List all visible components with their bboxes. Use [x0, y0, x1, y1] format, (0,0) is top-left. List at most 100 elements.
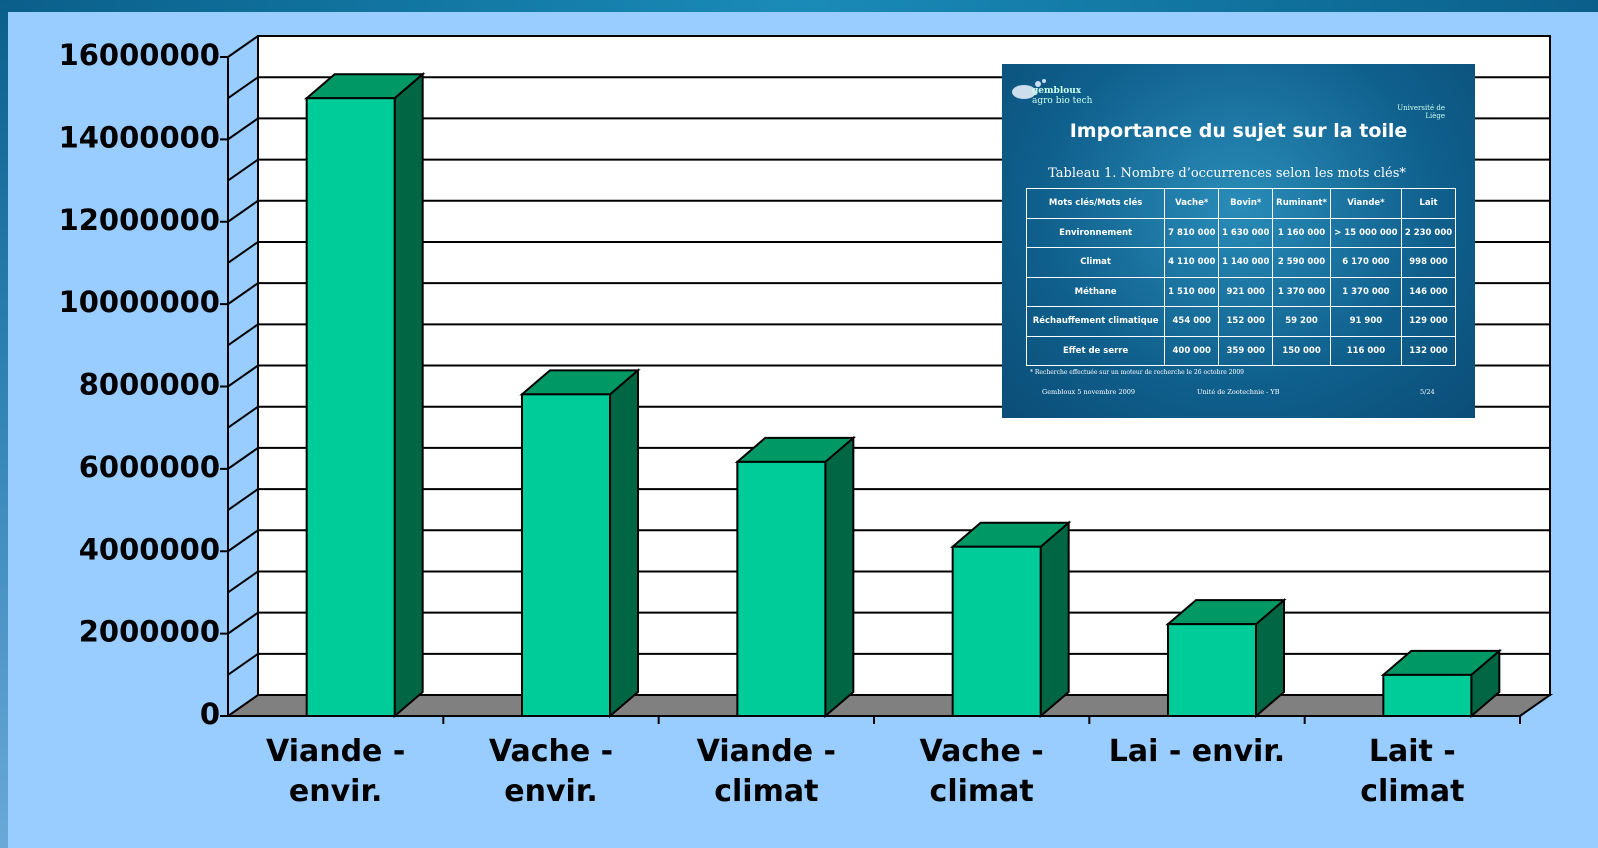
x-tick-label: Lai - envir.	[1108, 734, 1286, 769]
table-cell: 116 000	[1329, 335, 1402, 366]
table-cell: 6 170 000	[1329, 247, 1402, 278]
table-cell: Effet de serre	[1025, 335, 1166, 366]
table-cell: 59 200	[1272, 306, 1331, 337]
table-row: Méthane 1 510 000 921 000 1 370 000 1 370 00…	[1025, 276, 1457, 307]
inset-slide: gembloux agro bio tech Université de Lièg…	[1002, 64, 1475, 418]
bar	[736, 460, 827, 718]
grid-line	[227, 117, 259, 141]
table-cell: > 15 000 000	[1329, 217, 1402, 248]
table-row: Environnement 7 810 000 1 630 000 1 160 000…	[1025, 217, 1457, 248]
table-cell: 129 000	[1400, 306, 1457, 337]
table-row: Climat 4 110 000 1 140 000 2 590 000 6 170 0…	[1025, 247, 1457, 278]
bar	[521, 393, 611, 717]
table-cell: 1 140 000	[1218, 247, 1274, 278]
table-header: Vache*	[1164, 188, 1220, 219]
grid-line	[227, 282, 259, 305]
logo-text: gembloux	[1032, 86, 1082, 96]
table-cell: Réchauffement climatique	[1025, 306, 1166, 337]
grid-line	[227, 323, 259, 347]
table-cell: 1 160 000	[1272, 217, 1331, 248]
x-tick-label: Vache - envir.	[488, 734, 614, 809]
grid-line	[227, 447, 259, 470]
table-cell: 91 900	[1329, 306, 1402, 337]
university: Université de Liège	[1397, 104, 1445, 120]
table-cell: Méthane	[1025, 276, 1166, 307]
table-cell: 1 630 000	[1218, 217, 1274, 248]
grid-line	[227, 611, 259, 635]
grid-line	[227, 199, 259, 223]
table-header: Ruminant*	[1272, 188, 1331, 219]
background-edge	[0, 0, 8, 848]
table-cell: 1 370 000	[1272, 276, 1331, 307]
table-cell: 1 370 000	[1329, 276, 1402, 307]
background-band	[0, 0, 1598, 12]
table-row: Réchauffement climatique 454 000 152 000 59…	[1025, 306, 1457, 337]
table-cell: 146 000	[1400, 276, 1457, 307]
grid-line	[227, 488, 259, 511]
table-cell: 152 000	[1218, 306, 1274, 337]
table-cell: 4 110 000	[1164, 247, 1220, 278]
table-cell: 2 230 000	[1400, 217, 1457, 248]
grid-line	[227, 241, 259, 264]
bar	[305, 97, 396, 717]
grid-line	[227, 35, 259, 58]
x-tick-label: Viande - envir.	[266, 734, 406, 809]
logo-icon	[1012, 79, 1046, 99]
table-cell: Environnement	[1025, 217, 1166, 248]
bar-side	[393, 72, 424, 719]
table-cell: 921 000	[1218, 276, 1274, 307]
y-tick-label: 0	[200, 697, 220, 731]
x-tick-label: Vache - climat	[919, 734, 1044, 809]
y-tick-label: 2000000	[79, 615, 220, 649]
table-cell: 2 590 000	[1272, 247, 1331, 278]
table-header: Bovin*	[1218, 188, 1274, 219]
inset-title: Importance du sujet sur la toile	[1069, 120, 1408, 142]
table-cell: 150 000	[1272, 335, 1331, 366]
inset-caption: Tableau 1. Nombre d’occurrences selon le…	[1048, 166, 1406, 181]
footer: Unité de Zootechnie - YB	[1197, 388, 1280, 396]
grid-line	[227, 76, 259, 100]
y-tick-label: 4000000	[79, 532, 220, 566]
grid-line	[227, 570, 259, 594]
table-cell: 400 000	[1164, 335, 1220, 366]
table-cell: 1 510 000	[1164, 276, 1220, 307]
bar-side	[609, 368, 639, 719]
x-tick-label: Lait - climat	[1360, 734, 1465, 809]
table-header: Viande*	[1329, 188, 1402, 219]
y-tick-label: 12000000	[59, 203, 220, 237]
table-cell: 998 000	[1400, 247, 1457, 278]
table-cell: 7 810 000	[1164, 217, 1220, 248]
table-cell: 359 000	[1218, 335, 1274, 366]
grid-line	[227, 364, 259, 388]
table-row: Effet de serre 400 000 359 000 150 000 116 0…	[1025, 335, 1457, 366]
footnote: * Recherche effectuée sur un moteur de r…	[1030, 369, 1244, 376]
grid-line	[227, 652, 259, 676]
table-cell: Climat	[1025, 247, 1166, 278]
logo: gembloux agro bio tech	[1032, 86, 1092, 106]
footer: 5/24	[1420, 388, 1435, 396]
footer: Gembloux 5 novembre 2009	[1042, 388, 1135, 396]
x-tick-label: Viande - climat	[696, 734, 836, 809]
logo-sub: agro bio tech	[1032, 96, 1093, 106]
table-cell: 454 000	[1164, 306, 1220, 337]
y-tick-label: 8000000	[79, 368, 220, 402]
y-tick-label: 16000000	[59, 38, 220, 72]
table-row: Mots clés/Mots clés Vache* Bovin* Ruminant*…	[1025, 188, 1457, 219]
y-tick-label: 10000000	[59, 285, 220, 319]
grid-line	[227, 405, 259, 429]
y-tick-label: 14000000	[59, 120, 220, 154]
bar	[1382, 673, 1473, 718]
bar-side	[824, 435, 855, 719]
bar	[1167, 623, 1257, 717]
inset-table: Mots clés/Mots clés Vache* Bovin* Ruminant*…	[1025, 188, 1457, 366]
y-tick-label: 6000000	[79, 450, 220, 484]
grid-line	[227, 529, 259, 553]
table-header: Lait	[1400, 188, 1457, 219]
bar-side	[1039, 520, 1070, 719]
plot-floor	[224, 694, 1554, 717]
bar	[951, 545, 1042, 717]
grid-line	[227, 158, 259, 182]
table-cell: 132 000	[1400, 335, 1457, 366]
table-header: Mots clés/Mots clés	[1025, 188, 1166, 219]
